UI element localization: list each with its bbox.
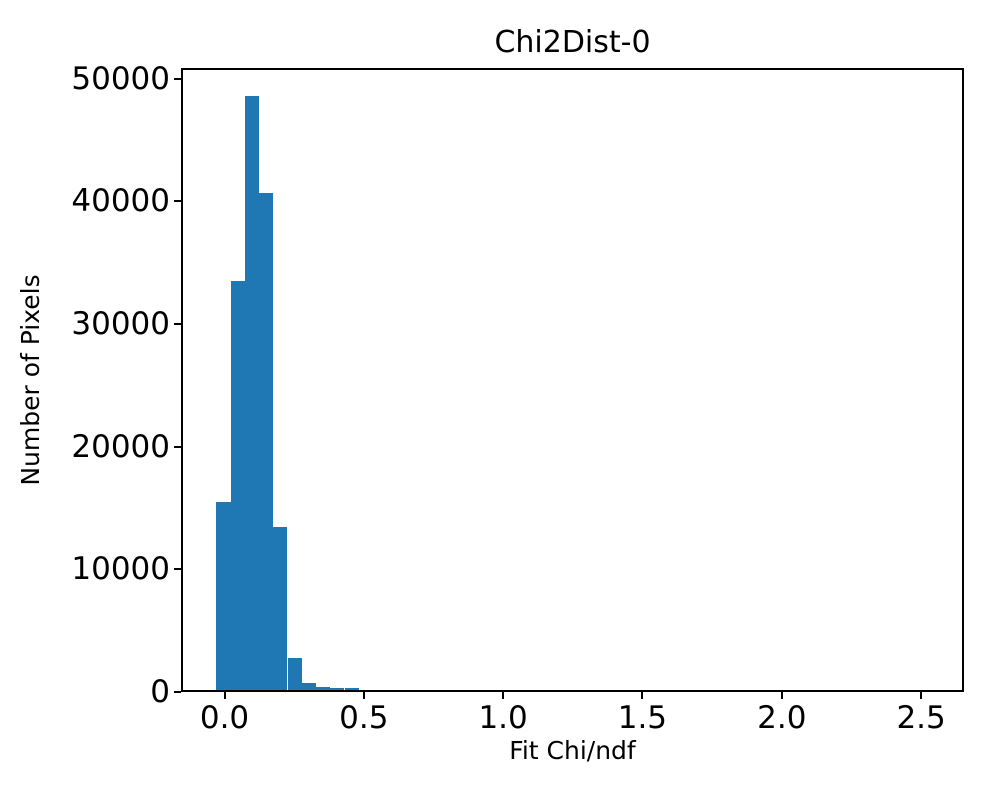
y-tick-mark: [174, 322, 181, 325]
histogram-bar: [216, 502, 231, 690]
histogram-bar: [273, 526, 288, 690]
histogram-bar: [244, 96, 260, 690]
x-tick-label: 2.0: [757, 700, 807, 736]
histogram-bar: [301, 683, 316, 690]
histogram-bar: [259, 193, 274, 690]
y-tick-mark: [174, 77, 181, 80]
histogram-bar: [344, 688, 359, 690]
x-tick-label: 0.5: [339, 700, 389, 736]
y-tick-mark: [174, 568, 181, 571]
y-tick-mark: [174, 445, 181, 448]
y-tick-label: 0: [150, 674, 170, 710]
x-tick-label: 2.5: [896, 700, 946, 736]
x-tick-mark: [502, 692, 505, 699]
histogram-bar: [230, 281, 245, 690]
x-tick-mark: [641, 692, 644, 699]
histogram-bar: [316, 687, 331, 690]
x-tick-mark: [223, 692, 226, 699]
histogram-bar: [287, 658, 302, 690]
plot-area: [181, 68, 964, 692]
y-tick-label: 40000: [71, 183, 170, 220]
y-tick-label: 50000: [71, 60, 170, 97]
x-tick-label: 0.0: [199, 700, 250, 736]
y-tick-label: 10000: [71, 551, 170, 588]
x-tick-label: 1.5: [617, 700, 668, 736]
histogram-bar: [330, 687, 345, 690]
x-tick-mark: [780, 692, 783, 699]
x-tick-label: 1.0: [478, 700, 528, 736]
y-tick-mark: [174, 691, 181, 693]
x-axis-label: Fit Chi/ndf: [509, 736, 636, 765]
x-tick-mark: [362, 692, 365, 699]
y-tick-mark: [174, 200, 181, 203]
x-tick-mark: [920, 692, 923, 699]
y-tick-label: 30000: [71, 305, 170, 342]
y-tick-label: 20000: [71, 428, 170, 465]
chart-title: Chi2Dist-0: [494, 25, 651, 60]
